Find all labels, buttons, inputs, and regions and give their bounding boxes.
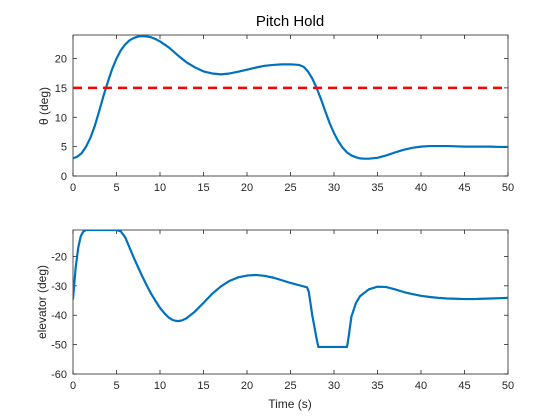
bottom-x-tick-label: 15 — [197, 380, 209, 392]
chart-title: Pitch Hold — [256, 13, 324, 30]
top-y-tick-label: 0 — [61, 171, 67, 183]
top-series-lines — [73, 35, 508, 160]
bottom-x-tick-label: 20 — [241, 380, 253, 392]
bottom-y-ticks: -60 -50 -40 -30 -20 — [51, 251, 508, 381]
top-plot-pitch: 0 5 10 15 20 25 30 35 40 45 50 0 5 10 15 20 θ (deg) — [37, 34, 514, 194]
top-x-tick-label: 35 — [371, 182, 383, 194]
top-x-tick-label: 30 — [328, 182, 340, 194]
top-x-ticks: 0 5 10 15 20 25 30 35 40 45 50 — [70, 35, 514, 194]
top-x-tick-label: 20 — [241, 182, 253, 194]
bottom-x-tick-label: 50 — [502, 380, 514, 392]
bottom-series-lines — [73, 230, 508, 349]
top-x-tick-label: 50 — [502, 182, 514, 194]
top-y-tick-label: 20 — [55, 54, 67, 66]
bottom-y-tick-label: -50 — [51, 340, 67, 352]
top-series-line — [73, 35, 508, 160]
bottom-y-axis-label: elevator (deg) — [35, 265, 49, 339]
bottom-series-line — [73, 230, 508, 349]
top-x-tick-label: 5 — [113, 182, 119, 194]
bottom-x-tick-label: 45 — [458, 380, 470, 392]
bottom-y-tick-label: -40 — [51, 310, 67, 322]
top-plot-area — [72, 34, 509, 177]
bottom-y-tick-label: -60 — [51, 369, 67, 381]
top-y-axis-label: θ (deg) — [37, 87, 51, 125]
bottom-y-tick-label: -30 — [51, 281, 67, 293]
bottom-x-tick-label: 40 — [415, 380, 427, 392]
top-x-tick-label: 40 — [415, 182, 427, 194]
bottom-x-tick-label: 25 — [284, 380, 296, 392]
bottom-x-ticks: 0 5 10 15 20 25 30 35 40 45 50 — [70, 230, 514, 392]
top-y-tick-label: 15 — [55, 83, 67, 95]
bottom-y-tick-label: -20 — [51, 251, 67, 263]
top-x-tick-label: 45 — [458, 182, 470, 194]
bottom-x-tick-label: 0 — [70, 380, 76, 392]
bottom-x-tick-label: 5 — [113, 380, 119, 392]
bottom-x-tick-label: 10 — [154, 380, 166, 392]
x-axis-label: Time (s) — [268, 397, 312, 411]
bottom-x-tick-label: 30 — [328, 380, 340, 392]
top-y-tick-label: 5 — [61, 142, 67, 154]
top-x-tick-label: 15 — [197, 182, 209, 194]
bottom-plot-area — [72, 229, 509, 375]
top-y-ticks: 0 5 10 15 20 — [55, 54, 508, 183]
top-x-tick-label: 25 — [284, 182, 296, 194]
bottom-x-tick-label: 35 — [371, 380, 383, 392]
top-x-tick-label: 10 — [154, 182, 166, 194]
top-y-tick-label: 10 — [55, 112, 67, 124]
top-x-tick-label: 0 — [70, 182, 76, 194]
bottom-plot-elevator: 0 5 10 15 20 25 30 35 40 45 50 -60 -50 -40 -30 -20 ele… — [35, 229, 514, 411]
